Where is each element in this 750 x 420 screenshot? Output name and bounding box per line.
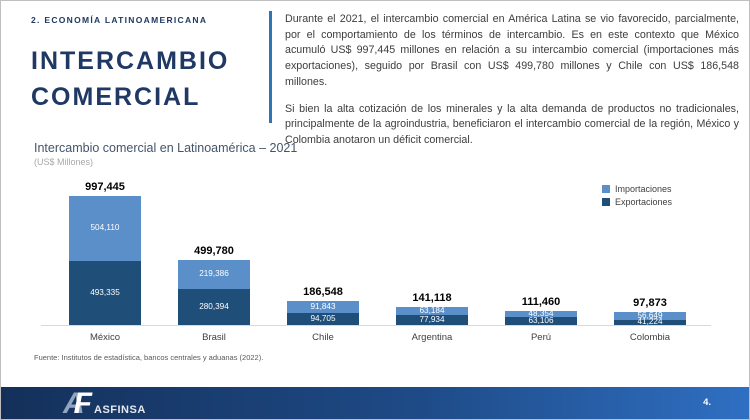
body-text: Durante el 2021, el intercambio comercia…: [285, 12, 739, 160]
logo-text: ASFINSA: [94, 404, 146, 416]
bar-total-label: 111,460: [521, 295, 561, 308]
legend-swatch-icon: [602, 185, 610, 193]
bar-total-label: 997,445: [85, 181, 125, 193]
bar-segment-exportaciones: 94,705: [287, 312, 359, 325]
bar-segment-exportaciones: 493,335: [69, 261, 141, 325]
bar-segment-exportaciones: 280,394: [178, 288, 250, 325]
category-label-colombia: Colombia: [629, 332, 671, 343]
slide-title-line2: COMERCIAL: [31, 83, 201, 112]
section-label: 2. ECONOMÍA LATINOAMERICANA: [31, 15, 208, 25]
bar-chart-plot-area: 997,445 504,110 493,335 499,780 219,386 280,3…: [1, 171, 749, 326]
bar-total-label: 141,118: [412, 291, 452, 304]
company-logo: A F ASFINSA: [63, 386, 146, 420]
bar-segment-importaciones: 48,354: [505, 309, 577, 317]
vertical-divider: [269, 11, 272, 123]
bar-brasil: 499,780 219,386 280,394: [178, 245, 250, 325]
category-label-argentina: Argentina: [411, 332, 453, 343]
bar-segment-exportaciones: 63,106: [505, 316, 577, 325]
legend-item-exportaciones: Exportaciones: [602, 197, 672, 207]
bar-segment-importaciones: 219,386: [178, 260, 250, 289]
logo-letter-a: A: [63, 386, 85, 420]
bar-méxico: 997,445 504,110 493,335: [69, 181, 141, 325]
paragraph-2: Si bien la alta cotización de los minera…: [285, 102, 739, 147]
legend-swatch-icon: [602, 198, 610, 206]
slide-title: INTERCAMBIO COMERCIAL: [31, 43, 266, 116]
bar-perú: 111,460 48,354 63,106: [505, 296, 577, 325]
category-label-perú: Perú: [530, 332, 552, 343]
paragraph-1: Durante el 2021, el intercambio comercia…: [285, 13, 739, 88]
bar-segment-exportaciones: 77,934: [396, 314, 468, 325]
bar-chile: 186,548 91,843 94,705: [287, 286, 359, 325]
legend-label: Importaciones: [615, 184, 672, 194]
page-number: 4.: [703, 397, 711, 408]
category-label-brasil: Brasil: [202, 332, 226, 343]
bar-argentina: 141,118 63,184 77,934: [396, 292, 468, 325]
bar-segment-importaciones: 504,110: [69, 196, 141, 262]
bar-total-label: 499,780: [194, 245, 234, 258]
bar-colombia: 97,873 56,649 41,224: [614, 297, 686, 326]
slide-title-line1: INTERCAMBIO: [31, 47, 230, 75]
bar-total-label: 97,873: [633, 297, 667, 310]
x-axis-category-labels: México Brasil Chile Argentina Perú Colombia: [1, 332, 749, 346]
legend-item-importaciones: Importaciones: [602, 184, 672, 194]
chart-legend: Importaciones Exportaciones: [602, 184, 672, 210]
chart-subtitle: (US$ Millones): [34, 157, 94, 167]
bar-segment-importaciones: 56,649: [614, 311, 686, 320]
footer-bar: A F ASFINSA 4.: [1, 387, 749, 419]
logo-letter-f: F: [73, 386, 92, 420]
category-label-chile: Chile: [312, 332, 334, 343]
x-axis-line: [41, 325, 711, 326]
chart-title: Intercambio comercial en Latinoamérica –…: [34, 141, 298, 155]
category-label-méxico: México: [89, 332, 121, 343]
header-left: 2. ECONOMÍA LATINOAMERICANA INTERCAMBIO …: [31, 15, 266, 116]
legend-label: Exportaciones: [615, 197, 673, 207]
bar-segment-importaciones: 63,184: [396, 306, 468, 315]
source-note: Fuente: Institutos de estadística, banco…: [34, 353, 264, 362]
bar-segment-importaciones: 91,843: [287, 300, 359, 313]
bar-segment-exportaciones: 41,224: [614, 317, 686, 326]
bar-total-label: 186,548: [303, 285, 343, 298]
